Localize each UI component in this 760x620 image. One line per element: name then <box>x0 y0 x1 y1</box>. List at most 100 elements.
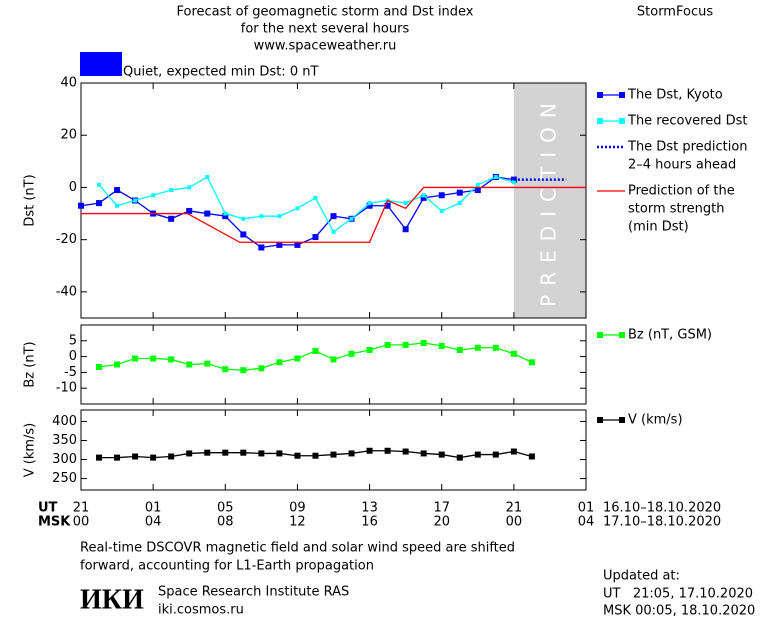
marker <box>294 355 301 362</box>
marker <box>223 211 228 216</box>
marker <box>384 447 391 454</box>
legend-marker <box>619 417 625 423</box>
marker <box>438 451 445 458</box>
title-line: www.spaceweather.ru <box>254 39 397 54</box>
marker <box>456 346 463 353</box>
marker <box>258 244 265 251</box>
marker <box>456 189 463 196</box>
y-tick-label: 20 <box>60 128 77 143</box>
marker <box>474 451 481 458</box>
marker <box>222 449 229 456</box>
marker <box>439 208 444 213</box>
marker <box>186 450 193 457</box>
ut-tick-label: 05 <box>217 501 234 516</box>
marker <box>511 180 516 185</box>
marker <box>367 201 372 206</box>
time-row-range: 17.10–18.10.2020 <box>603 515 721 530</box>
marker <box>384 202 391 209</box>
marker <box>205 175 210 179</box>
note-line: forward, accounting for L1-Earth propaga… <box>80 559 374 574</box>
marker <box>312 452 319 459</box>
y-tick-label: 350 <box>52 433 77 448</box>
ut-tick-label: 01 <box>145 501 162 516</box>
marker <box>132 453 139 460</box>
legend-label: storm strength <box>628 202 725 217</box>
marker <box>295 206 300 211</box>
msk-tick-label: 16 <box>361 515 378 530</box>
marker <box>169 188 174 193</box>
marker <box>204 449 211 456</box>
time-row-name: UT <box>38 501 58 516</box>
series-line <box>81 186 586 243</box>
updated-line: MSK 00:05, 18.10.2020 <box>603 604 755 619</box>
marker <box>510 448 517 455</box>
marker <box>240 231 247 238</box>
legend-label: Bz (nT, GSM) <box>628 328 712 343</box>
legend-label: Prediction of the <box>628 184 735 199</box>
marker <box>259 214 264 219</box>
url: iki.cosmos.ru <box>158 603 244 618</box>
legend-marker <box>619 92 625 98</box>
marker <box>528 359 535 366</box>
legend-label: V (km/s) <box>628 413 683 428</box>
marker <box>115 203 120 208</box>
marker <box>366 346 373 353</box>
y-tick-label: 400 <box>52 414 77 429</box>
marker <box>151 193 156 198</box>
ut-tick-label: 21 <box>506 501 523 516</box>
marker <box>348 450 355 457</box>
marker <box>438 342 445 349</box>
legend-label: The Dst, Kyoto <box>627 88 723 103</box>
marker <box>168 356 175 363</box>
panel-frame <box>80 409 587 491</box>
msk-tick-label: 08 <box>217 515 234 530</box>
marker <box>403 201 408 206</box>
marker <box>312 234 319 241</box>
marker <box>366 202 373 209</box>
marker <box>132 355 139 362</box>
y-tick-label: 0 <box>69 349 77 364</box>
prediction-label: PREDICTION <box>536 94 560 307</box>
updated-line: UT 21:05, 17.10.2020 <box>603 587 753 602</box>
marker <box>331 229 336 234</box>
marker <box>330 356 337 363</box>
panel-frame <box>80 82 587 319</box>
marker <box>186 361 193 368</box>
marker <box>240 449 247 456</box>
marker <box>133 198 138 203</box>
legend-label: The recovered Dst <box>627 114 747 129</box>
marker <box>402 448 409 455</box>
y-tick-label: 40 <box>60 76 77 91</box>
marker <box>222 366 229 373</box>
marker <box>474 187 481 194</box>
marker <box>114 361 121 368</box>
marker <box>241 216 246 221</box>
marker <box>187 185 192 190</box>
ut-tick-label: 09 <box>289 501 306 516</box>
marker <box>150 355 157 362</box>
y-tick-label: -20 <box>56 232 77 247</box>
legend-label: The Dst prediction <box>627 140 748 155</box>
series-line <box>98 176 515 233</box>
msk-tick-label: 00 <box>73 515 90 530</box>
marker <box>475 182 480 187</box>
marker <box>96 200 103 207</box>
ut-tick-label: 17 <box>433 501 450 516</box>
marker <box>457 201 462 206</box>
ut-tick-label: 13 <box>361 501 378 516</box>
marker <box>276 450 283 457</box>
y-axis-label: V (km/s) <box>23 423 38 478</box>
brand: StormFocus <box>637 5 713 20</box>
institute: Space Research Institute RAS <box>158 585 349 600</box>
marker <box>348 350 355 357</box>
marker <box>330 451 337 458</box>
marker <box>294 452 301 459</box>
y-tick-label: 0 <box>69 180 77 195</box>
marker <box>222 213 229 220</box>
marker <box>78 202 84 209</box>
marker <box>510 350 517 357</box>
title-line: Forecast of geomagnetic storm and Dst in… <box>176 5 473 20</box>
title-line: for the next several hours <box>241 22 410 37</box>
marker <box>456 454 463 461</box>
